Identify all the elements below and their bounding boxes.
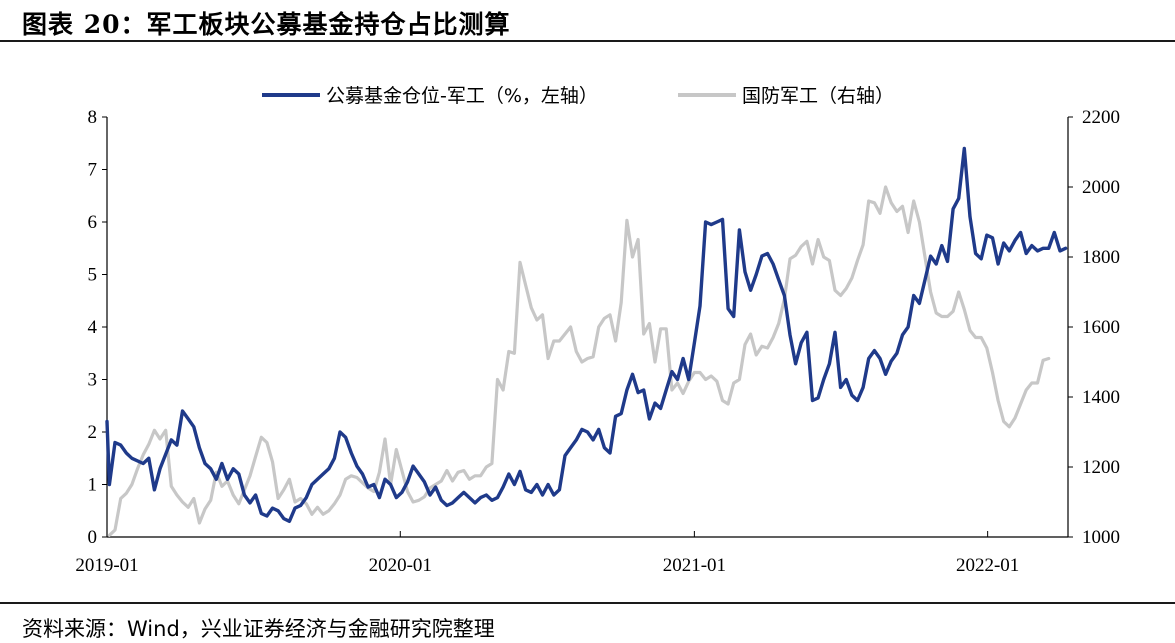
series-line-index bbox=[107, 185, 1051, 537]
left-tick-label: 8 bbox=[88, 107, 98, 128]
chart-legend: 公募基金仓位-军工（%，左轴） 国防军工（右轴） bbox=[262, 85, 894, 107]
left-tick-label: 6 bbox=[88, 212, 98, 233]
left-tick-label: 7 bbox=[88, 160, 98, 181]
right-tick-label: 2000 bbox=[1082, 177, 1120, 198]
x-tick-label: 2020-01 bbox=[369, 555, 432, 576]
figure-title: 图表 20：军工板块公募基金持仓占比测算 bbox=[22, 10, 511, 39]
left-tick-label: 3 bbox=[88, 370, 98, 391]
right-tick-label: 1800 bbox=[1082, 247, 1120, 268]
source-note: 资料来源：Wind，兴业证券经济与金融研究院整理 bbox=[22, 617, 495, 641]
left-tick-label: 5 bbox=[88, 265, 98, 286]
x-tick-label: 2022-01 bbox=[956, 555, 1019, 576]
left-tick-label: 2 bbox=[88, 422, 98, 443]
footer-divider bbox=[0, 602, 1175, 604]
series-line-fund bbox=[105, 146, 1068, 523]
legend-label-index: 国防军工（右轴） bbox=[742, 85, 894, 107]
right-tick-label: 1400 bbox=[1082, 387, 1120, 408]
right-tick-label: 1000 bbox=[1082, 527, 1120, 548]
left-tick-label: 1 bbox=[88, 475, 98, 496]
right-tick-label: 2200 bbox=[1082, 107, 1120, 128]
title-divider bbox=[0, 40, 1175, 42]
right-tick-label: 1600 bbox=[1082, 317, 1120, 338]
series-layer bbox=[105, 146, 1068, 537]
x-tick-label: 2019-01 bbox=[75, 555, 138, 576]
right-tick-label: 1200 bbox=[1082, 457, 1120, 478]
x-tick-label: 2021-01 bbox=[663, 555, 726, 576]
left-tick-label: 4 bbox=[88, 317, 98, 338]
legend-label-fund: 公募基金仓位-军工（%，左轴） bbox=[326, 85, 598, 107]
chart-axes: 0 1 2 3 4 5 6 7 8 1000 1200 1400 1600 1800 2000 2200 201… bbox=[75, 107, 1120, 576]
left-tick-label: 0 bbox=[88, 527, 98, 548]
